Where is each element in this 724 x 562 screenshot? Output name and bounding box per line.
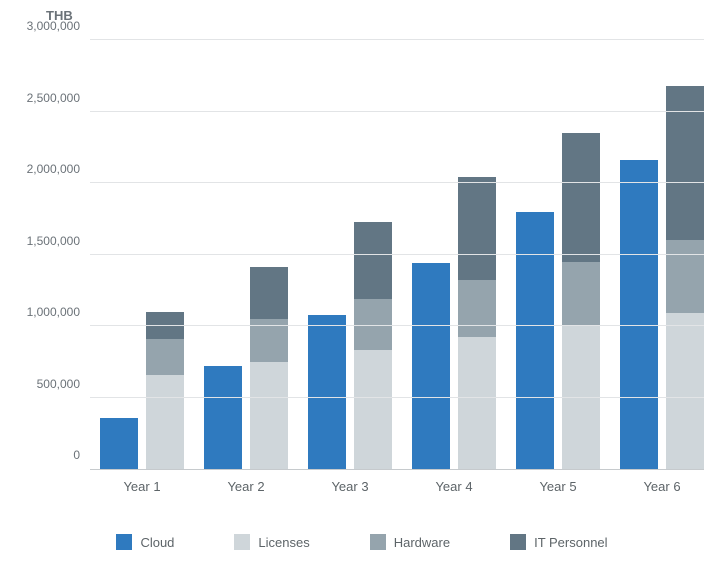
gridline [90,325,704,326]
bar-segment-it-personnel [666,86,704,240]
bar-segment-licenses [250,362,288,469]
legend-item-it-personnel: IT Personnel [510,534,607,550]
bar-onprem-stack [458,177,496,469]
bar-group: Year 6 [610,40,714,469]
x-tick-label: Year 1 [90,479,194,494]
gridline [90,39,704,40]
y-tick-label: 0 [73,448,90,462]
x-tick-label: Year 3 [298,479,402,494]
y-tick-label: 1,000,000 [27,305,90,319]
y-tick-label: 2,500,000 [27,91,90,105]
x-tick-label: Year 2 [194,479,298,494]
gridline [90,397,704,398]
legend-item-hardware: Hardware [370,534,450,550]
y-tick-label: 500,000 [37,377,90,391]
legend-swatch [116,534,132,550]
bar-onprem-stack [146,312,184,469]
y-tick-label: 1,500,000 [27,234,90,248]
legend: Cloud Licenses Hardware IT Personnel [0,534,724,550]
plot-area: Year 1Year 2Year 3Year 4Year 5Year 6 050… [90,40,704,470]
bar-group: Year 1 [90,40,194,469]
gridline [90,254,704,255]
legend-label: Cloud [140,535,174,550]
bar-onprem-stack [562,133,600,469]
gridline [90,111,704,112]
bar-group: Year 3 [298,40,402,469]
bar-onprem-stack [354,222,392,469]
legend-label: Hardware [394,535,450,550]
bar-groups: Year 1Year 2Year 3Year 4Year 5Year 6 [90,40,704,469]
bar-onprem-stack [250,267,288,469]
bar-cloud [204,366,242,469]
bar-cloud [308,315,346,469]
legend-swatch [370,534,386,550]
bar-segment-hardware [562,262,600,326]
bar-segment-licenses [666,313,704,469]
bar-segment-it-personnel [562,133,600,262]
legend-swatch [234,534,250,550]
x-tick-label: Year 4 [402,479,506,494]
bar-cloud [620,160,658,469]
cost-comparison-chart: THB Year 1Year 2Year 3Year 4Year 5Year 6… [0,0,724,562]
bar-segment-licenses [146,375,184,469]
bar-cloud [516,212,554,469]
bar-segment-hardware [666,240,704,313]
bar-cloud [100,418,138,469]
legend-label: IT Personnel [534,535,607,550]
bar-segment-licenses [458,337,496,469]
y-tick-label: 2,000,000 [27,162,90,176]
bar-group: Year 4 [402,40,506,469]
bar-segment-it-personnel [250,267,288,318]
bar-segment-hardware [458,280,496,337]
legend-label: Licenses [258,535,309,550]
bar-segment-it-personnel [354,222,392,299]
x-tick-label: Year 5 [506,479,610,494]
bar-segment-it-personnel [458,177,496,280]
bar-cloud [412,263,450,469]
y-tick-label: 3,000,000 [27,19,90,33]
gridline [90,182,704,183]
legend-item-licenses: Licenses [234,534,309,550]
bar-group: Year 5 [506,40,610,469]
bar-onprem-stack [666,86,704,469]
x-tick-label: Year 6 [610,479,714,494]
legend-swatch [510,534,526,550]
bar-segment-hardware [146,339,184,375]
bar-group: Year 2 [194,40,298,469]
legend-item-cloud: Cloud [116,534,174,550]
bar-segment-licenses [354,350,392,469]
